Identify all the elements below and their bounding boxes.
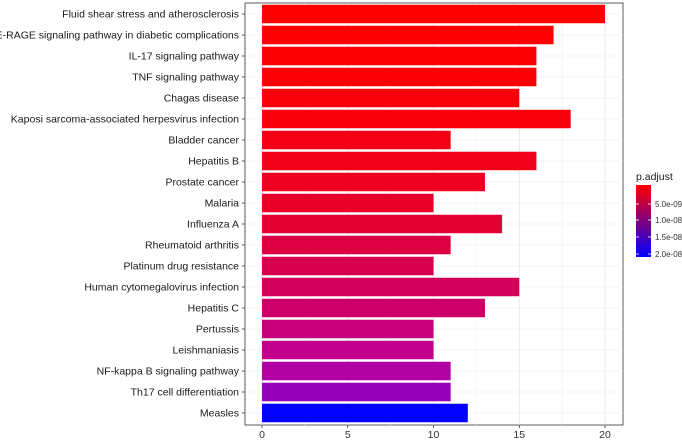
x-tick-label: 0 (259, 429, 265, 440)
category-label: Leishmaniasis (172, 345, 239, 357)
bar-hepatitis-b (262, 151, 537, 171)
bar-hepatitis-c (262, 298, 485, 318)
category-label: Pertussis (196, 324, 239, 336)
x-tick-label: 5 (345, 429, 351, 440)
category-label: Bladder cancer (168, 135, 239, 147)
legend-tick-label: 1.0e-08 (655, 216, 682, 225)
x-tick-label: 20 (599, 429, 611, 440)
x-tick-label: 10 (428, 429, 440, 440)
legend: p.adjust 5.0e-09 1.0e-08 1.5e-08 2.0e-08 (636, 171, 682, 259)
category-label: IL-17 signaling pathway (129, 51, 240, 63)
bar-tnf-signaling-pathway (262, 67, 537, 87)
legend-title: p.adjust (636, 171, 673, 183)
bar-influenza-a (262, 214, 503, 234)
legend-tick-label: 2.0e-08 (655, 250, 682, 259)
bar-kaposi-sarcoma-associated-herpesvirus-infection (262, 109, 571, 129)
bar-age-rage-signaling-pathway-in-diabetic-complications (262, 25, 554, 45)
category-label: Human cytomegalovirus infection (84, 282, 239, 294)
category-label: Kaposi sarcoma-associated herpesvirus in… (11, 114, 239, 126)
category-label: Chagas disease (164, 93, 239, 105)
bar-bladder-cancer (262, 130, 451, 150)
category-label: AGE-RAGE signaling pathway in diabetic c… (0, 30, 239, 42)
bar-human-cytomegalovirus-infection (262, 277, 520, 297)
category-label: Influenza A (187, 219, 239, 231)
plot-panel (244, 2, 624, 426)
category-label: Th17 cell differentiation (131, 387, 240, 399)
x-tick-label: 15 (513, 429, 525, 440)
bar-nf-kappa-b-signaling-pathway (262, 361, 451, 381)
category-label: Measles (200, 408, 239, 420)
bar-platinum-drug-resistance (262, 256, 434, 276)
bar-th17-cell-differentiation (262, 382, 451, 402)
bar-il-17-signaling-pathway (262, 46, 537, 66)
bar-leishmaniasis (262, 340, 434, 360)
bar-chagas-disease (262, 88, 520, 108)
bar-fluid-shear-stress-and-atherosclerosis (262, 4, 605, 24)
bar-pertussis (262, 319, 434, 339)
category-label: TNF signaling pathway (132, 72, 240, 84)
bar-malaria (262, 193, 434, 213)
category-label: Fluid shear stress and atherosclerosis (62, 9, 239, 21)
category-label: Rheumatoid arthritis (145, 240, 239, 252)
legend-tick-label: 5.0e-09 (655, 200, 682, 209)
bar-prostate-cancer (262, 172, 485, 192)
legend-tick-label: 1.5e-08 (655, 233, 682, 242)
legend-colorbar (636, 185, 651, 257)
category-label: Prostate cancer (165, 177, 239, 189)
category-label: Hepatitis B (188, 156, 239, 168)
bar-measles (262, 403, 468, 423)
category-label: Platinum drug resistance (123, 261, 239, 273)
bar-rheumatoid-arthritis (262, 235, 451, 255)
category-label: Hepatitis C (188, 303, 240, 315)
category-label: Malaria (205, 198, 240, 210)
category-label: NF-kappa B signaling pathway (97, 366, 240, 378)
